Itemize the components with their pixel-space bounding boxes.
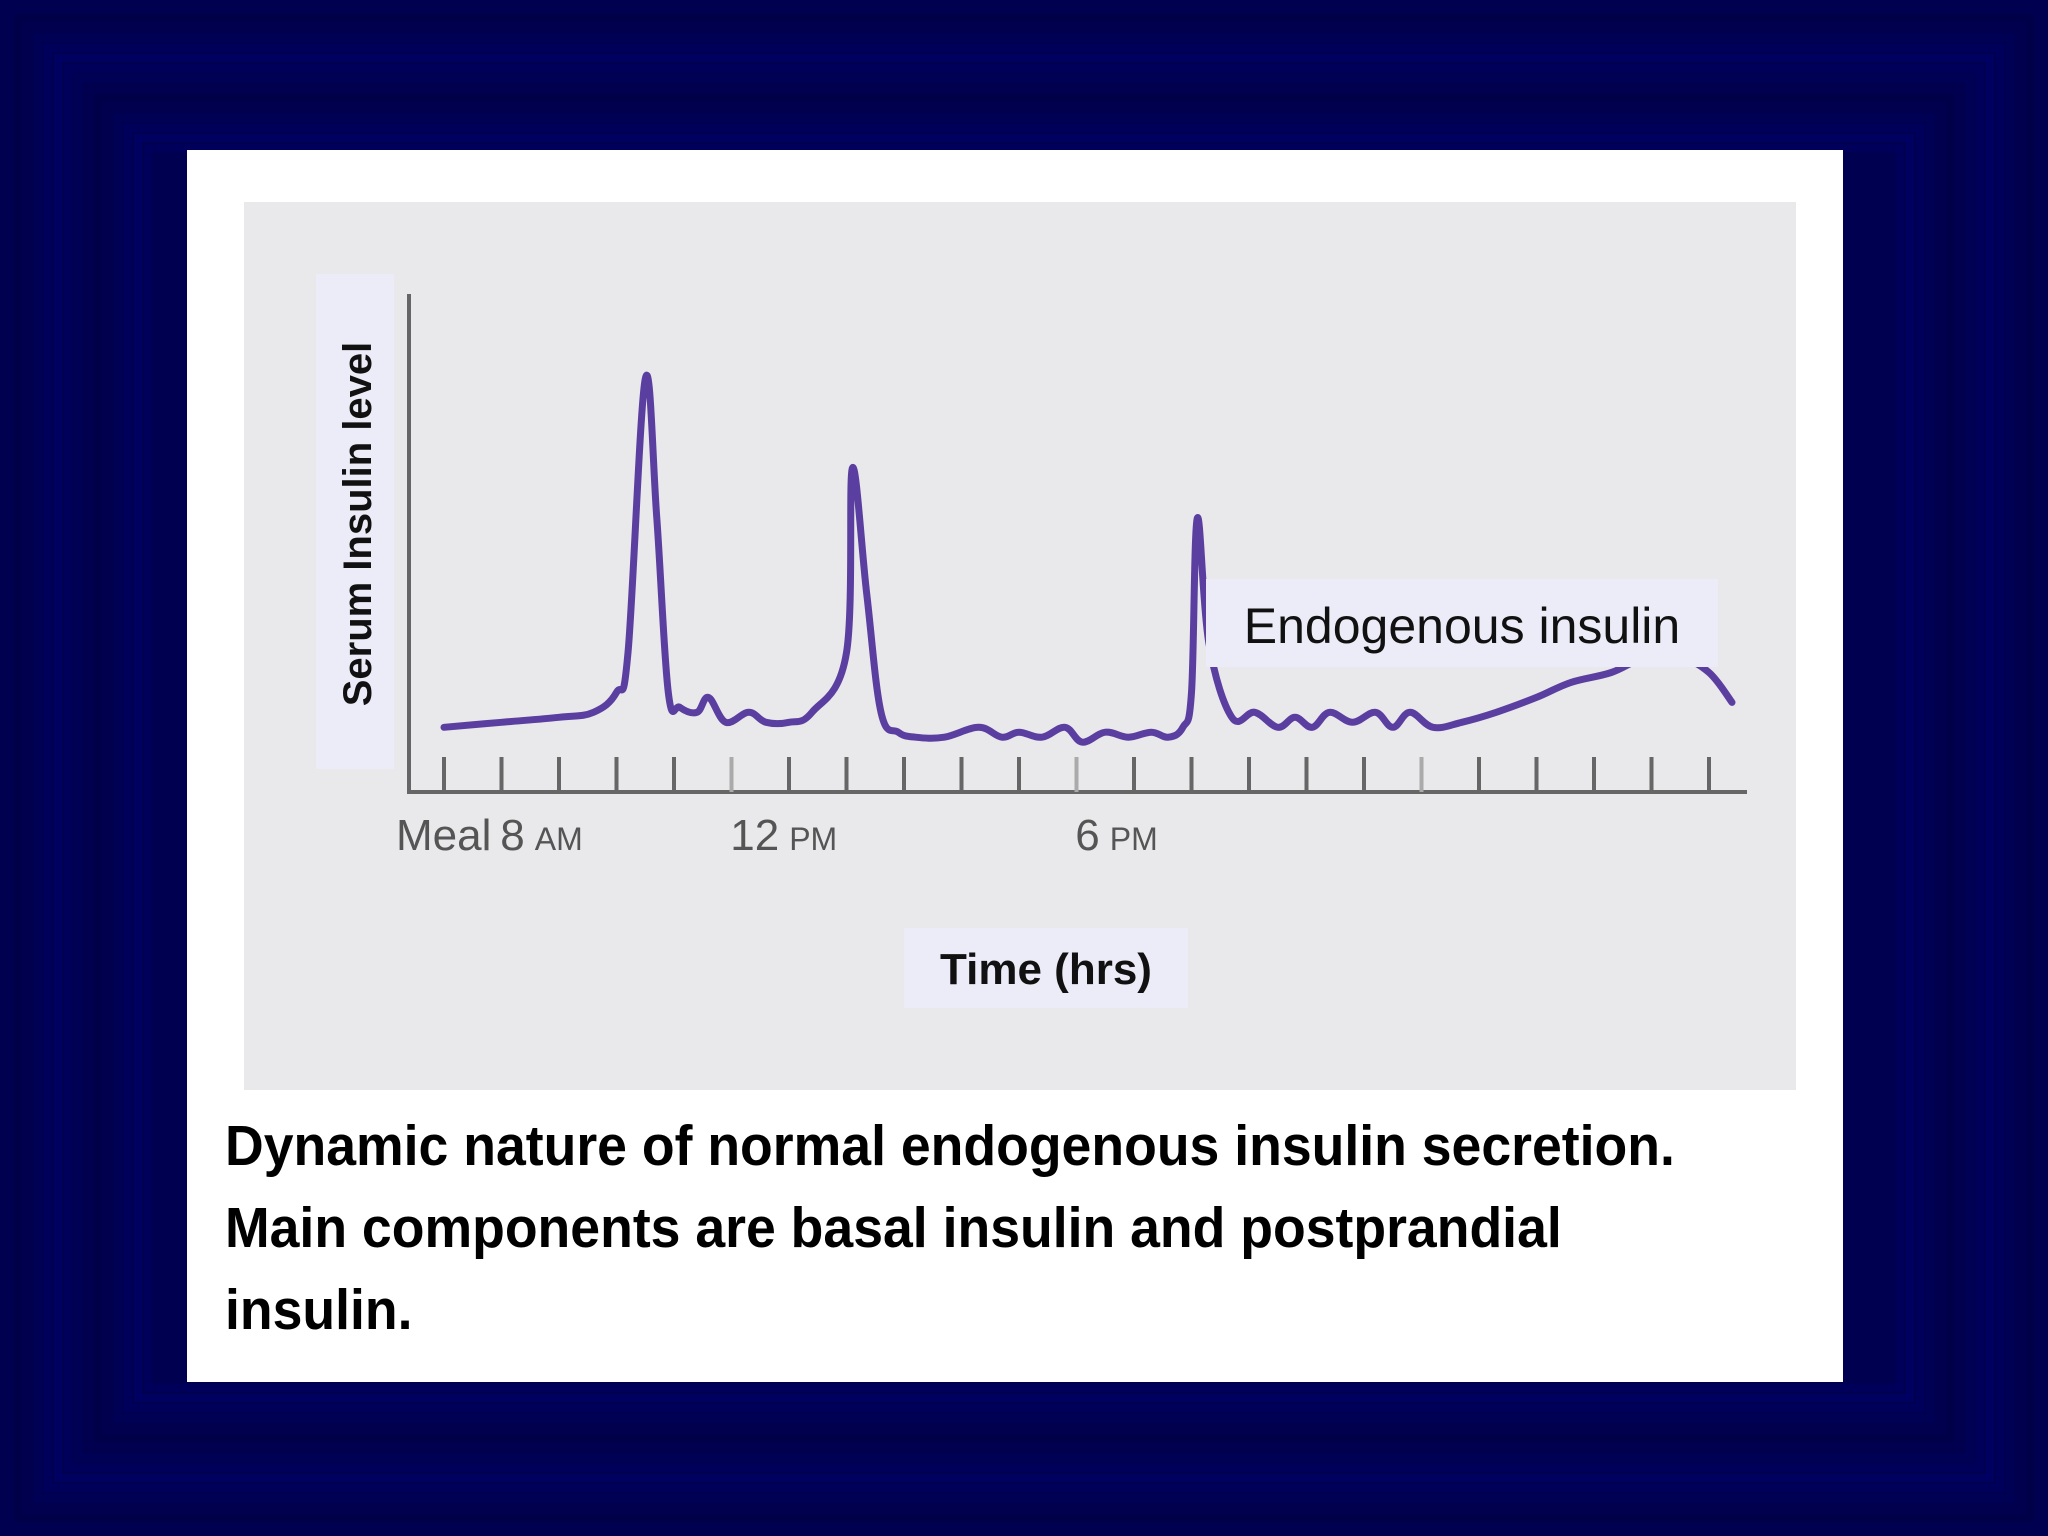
frame-ring (84, 84, 1964, 1452)
frame-ring (54, 54, 1994, 1482)
x-tick-label: 6 PM (1075, 811, 1157, 860)
x-axis-label-background (904, 928, 1188, 1008)
insulin-chart: Serum Insulin level Meal 8 AM 12 PM 6 PM Endog… (316, 274, 1747, 1008)
x-tick-label: Meal (396, 811, 491, 860)
frame-ring (44, 44, 2004, 1492)
x-axis-label: Time (hrs) (940, 945, 1152, 994)
y-axis-label-background (316, 274, 394, 769)
frame-ring (94, 94, 1954, 1442)
frame-ring (124, 124, 1924, 1412)
frame-ring (24, 24, 2024, 1512)
slide-caption: Dynamic nature of normal endogenous insu… (225, 1114, 1675, 1342)
frame-ring (14, 14, 2034, 1522)
frame-ring (144, 144, 1904, 1392)
frame-ring (114, 114, 1934, 1422)
y-axis-label: Serum Insulin level (336, 342, 380, 707)
x-tick-label: 12 PM (730, 811, 837, 860)
series-line-insulin (440, 371, 1736, 746)
content-card: Serum Insulin level Meal 8 AM 12 PM 6 PM Endog… (187, 150, 1843, 1382)
frame-ring (64, 64, 1984, 1472)
frame-ring (34, 34, 2014, 1502)
x-axis-ticks (442, 757, 1711, 792)
annotation-endogenous-insulin: Endogenous insulin (1244, 598, 1680, 654)
annotation-background (1206, 579, 1718, 667)
frame-ring (104, 104, 1944, 1432)
x-axis-tick-labels: Meal 8 AM 12 PM 6 PM (396, 811, 1158, 860)
chart-panel: Serum Insulin level Meal 8 AM 12 PM 6 PM Endog… (244, 202, 1796, 1090)
frame-ring (134, 134, 1914, 1402)
x-tick-label: 8 AM (500, 811, 582, 860)
frame-ring (74, 74, 1974, 1462)
